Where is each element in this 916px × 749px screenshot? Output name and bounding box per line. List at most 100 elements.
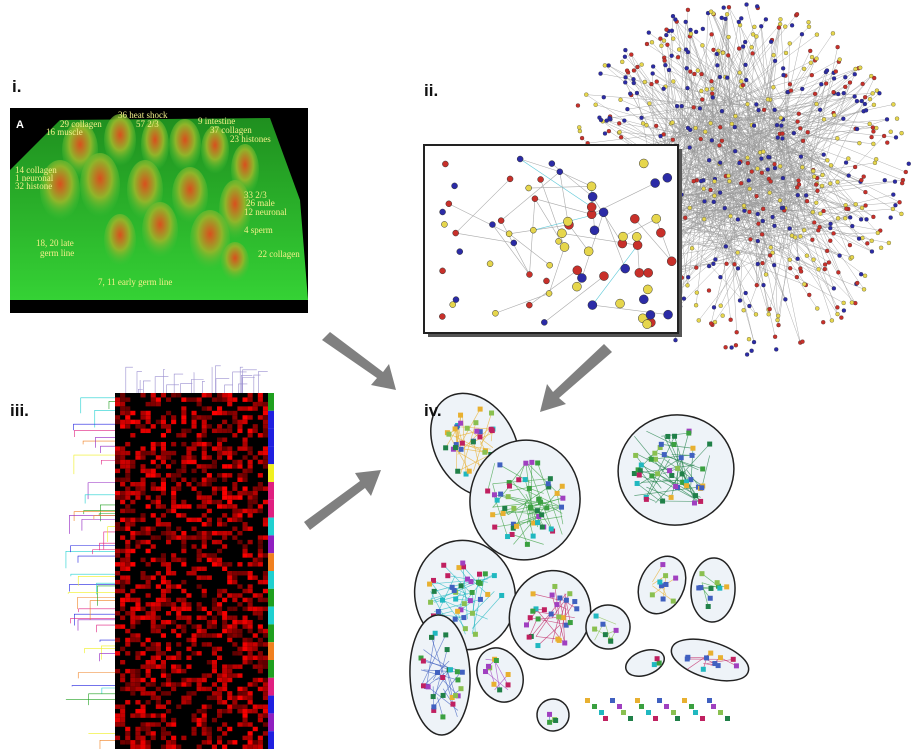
node <box>700 716 705 721</box>
node <box>643 285 652 294</box>
cell <box>237 709 242 713</box>
cell <box>222 513 227 517</box>
node <box>461 615 466 620</box>
node <box>754 312 758 316</box>
cell <box>186 535 191 539</box>
cell <box>141 584 146 588</box>
node <box>664 704 669 709</box>
node <box>790 23 794 27</box>
cell <box>181 602 186 606</box>
cell <box>243 638 248 642</box>
cell <box>171 629 176 633</box>
node <box>745 353 749 357</box>
cell <box>151 691 156 695</box>
cell <box>217 424 222 428</box>
cell <box>197 464 202 468</box>
cell <box>202 616 207 620</box>
node <box>688 206 692 210</box>
node <box>690 446 695 451</box>
node <box>588 301 597 310</box>
node <box>862 287 866 291</box>
node <box>859 272 863 276</box>
cell <box>156 402 161 406</box>
node <box>812 175 816 179</box>
node <box>465 577 470 582</box>
cell <box>243 406 248 410</box>
node <box>868 122 872 126</box>
cell <box>207 482 212 486</box>
node <box>733 125 737 129</box>
cell <box>130 638 135 642</box>
node <box>821 320 825 324</box>
cell <box>135 740 140 744</box>
node <box>716 663 721 668</box>
cell <box>248 393 253 397</box>
node <box>514 524 519 529</box>
node <box>657 698 662 703</box>
cell <box>227 607 232 611</box>
cell <box>243 486 248 490</box>
cell <box>248 500 253 504</box>
cell <box>161 558 166 562</box>
node <box>727 5 731 9</box>
node <box>889 130 893 134</box>
cell <box>232 616 237 620</box>
node <box>723 206 727 210</box>
cell <box>232 451 237 455</box>
cell <box>202 593 207 597</box>
cell <box>141 664 146 668</box>
cell <box>166 647 171 651</box>
cell <box>166 509 171 513</box>
cell <box>197 651 202 655</box>
dendrogram <box>74 455 115 474</box>
cell <box>141 531 146 535</box>
node <box>650 592 655 597</box>
node <box>560 484 565 489</box>
cell <box>207 736 212 740</box>
color-bar <box>268 731 274 749</box>
node <box>667 468 672 473</box>
node <box>671 710 676 715</box>
cell <box>212 531 217 535</box>
node <box>847 174 851 178</box>
node <box>535 643 540 648</box>
cell <box>135 482 140 486</box>
cell <box>125 424 130 428</box>
node <box>864 108 868 112</box>
node <box>712 200 716 204</box>
cell <box>130 607 135 611</box>
cell <box>141 424 146 428</box>
cell <box>232 495 237 499</box>
node <box>663 173 672 182</box>
node <box>842 301 846 305</box>
node <box>594 103 598 107</box>
node <box>750 170 754 174</box>
node <box>675 466 680 471</box>
node <box>440 714 445 719</box>
node <box>810 55 814 59</box>
cell <box>222 682 227 686</box>
cell <box>263 500 268 504</box>
node <box>801 139 805 143</box>
node <box>818 108 822 112</box>
node <box>531 591 536 596</box>
cell <box>141 678 146 682</box>
node <box>633 241 642 250</box>
node <box>863 274 867 278</box>
cell <box>125 638 130 642</box>
node <box>781 66 785 70</box>
cell <box>120 460 125 464</box>
node <box>473 420 478 425</box>
cell <box>243 491 248 495</box>
cell <box>232 535 237 539</box>
cell <box>161 589 166 593</box>
cell <box>120 535 125 539</box>
cell <box>248 527 253 531</box>
cell <box>125 491 130 495</box>
cell <box>176 607 181 611</box>
cell <box>135 709 140 713</box>
dendrogram <box>243 370 257 393</box>
cell <box>222 504 227 508</box>
cell <box>135 713 140 717</box>
cell <box>171 535 176 539</box>
